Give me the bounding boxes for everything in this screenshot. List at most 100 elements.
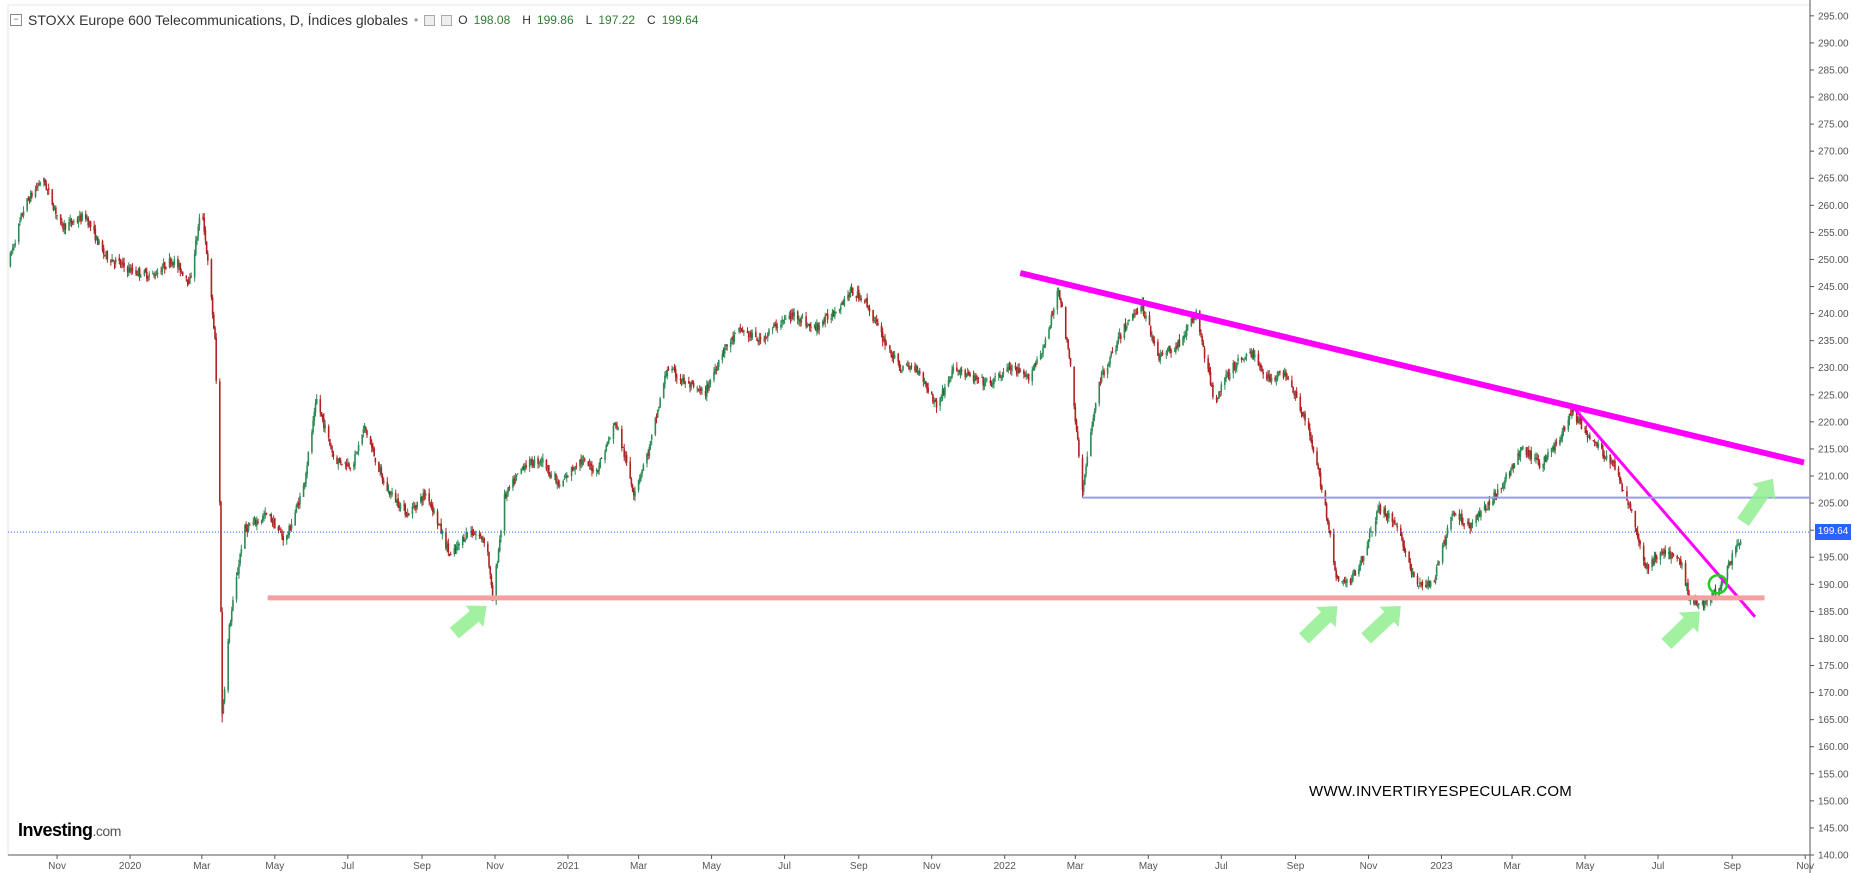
candle-body (388, 491, 391, 496)
candle-body (893, 354, 896, 359)
candle-body (369, 436, 372, 445)
candle-body (370, 443, 373, 448)
candle-body (1488, 500, 1491, 506)
candle-body (1166, 350, 1169, 353)
candle-body (750, 331, 752, 337)
candle-body (1212, 384, 1214, 397)
candle-body (1192, 316, 1195, 323)
candle-body (171, 260, 173, 266)
candle-body (784, 318, 787, 320)
candle-body (891, 354, 894, 358)
candle-body (1015, 367, 1018, 374)
eye-icon[interactable] (441, 14, 453, 26)
candle-body (1136, 311, 1139, 313)
candle-body (613, 423, 616, 425)
candle-body (1251, 351, 1254, 359)
candle-body (1262, 372, 1264, 375)
candle-body (684, 381, 687, 385)
candle-body (1593, 441, 1596, 443)
candle-body (1586, 435, 1589, 438)
candle-body (1109, 357, 1111, 365)
open-value: 198.08 (473, 13, 511, 27)
candle-body (228, 624, 231, 643)
candle-body (1501, 487, 1504, 488)
candle-body (262, 515, 264, 521)
candle-body (782, 319, 785, 322)
candle-body (348, 463, 350, 468)
candle-body (810, 327, 812, 328)
candle-body (1459, 515, 1462, 519)
candle-body (1237, 358, 1239, 362)
candle-body (1378, 506, 1381, 511)
candle-body (1545, 455, 1548, 462)
y-tick-label: 220.00 (1818, 417, 1849, 428)
candle-body (1061, 303, 1063, 307)
candle-body (1198, 310, 1201, 333)
candle-body (168, 258, 171, 267)
candle-body (264, 512, 267, 516)
candle-body (617, 428, 620, 430)
candle-body (420, 496, 422, 503)
y-tick-label: 195.00 (1818, 553, 1849, 564)
candle-body (1703, 600, 1706, 608)
candle-body (1186, 325, 1189, 327)
candle-body (1254, 354, 1256, 357)
candle-body (1543, 456, 1546, 466)
candle-body (1033, 363, 1036, 370)
candle-body (1739, 541, 1742, 545)
x-tick-label: 2022 (994, 861, 1017, 872)
candle-body (473, 533, 476, 535)
candle-body (679, 378, 682, 380)
candle-body (1484, 505, 1487, 510)
candle-body (1651, 559, 1653, 568)
candle-body (506, 492, 508, 497)
candle-body (654, 418, 657, 435)
candle-body (557, 482, 560, 486)
x-tick-label: Jul (341, 861, 354, 872)
candle-body (1443, 541, 1445, 544)
candle-body (414, 506, 416, 508)
candle-body (327, 426, 330, 438)
downtrend-line (1570, 404, 1757, 618)
candle-body (591, 466, 593, 472)
candle-body (1344, 581, 1347, 583)
candle-body (1622, 490, 1625, 492)
candle-body (51, 189, 54, 205)
candle-body (674, 368, 677, 378)
candle-body (13, 245, 15, 247)
candle-body (830, 318, 833, 320)
candle-body (1000, 377, 1002, 379)
investing-logo[interactable]: Investing.com (18, 820, 121, 841)
candle-body (495, 566, 497, 602)
candle-body (1073, 366, 1075, 407)
candle-body (77, 221, 80, 223)
candle-body (436, 511, 439, 524)
last-price-badge: 199.64 (1815, 524, 1851, 540)
candle-body (948, 379, 951, 382)
candle-body (683, 377, 685, 384)
candle-body (1445, 536, 1448, 546)
candle-body (667, 369, 670, 371)
candle-body (564, 476, 567, 479)
candle-body (976, 377, 979, 379)
collapse-icon[interactable]: − (10, 14, 22, 26)
candle-body (1635, 528, 1638, 533)
candle-body (1530, 451, 1533, 459)
candle-body (1026, 375, 1029, 376)
candle-body (1560, 437, 1562, 442)
settings-icon[interactable] (424, 14, 436, 26)
y-tick-label: 215.00 (1818, 444, 1849, 455)
candle-body (1143, 315, 1146, 318)
candle-body (581, 460, 584, 465)
candle-body (641, 469, 643, 474)
candle-body (55, 207, 57, 215)
candle-body (1647, 564, 1650, 569)
candle-body (122, 262, 124, 264)
candle-body (68, 222, 70, 231)
y-tick-label: 230.00 (1818, 363, 1849, 374)
candle-body (972, 375, 975, 382)
candle-body (1134, 313, 1136, 315)
candle-body (336, 457, 338, 464)
candle-body (709, 380, 712, 384)
